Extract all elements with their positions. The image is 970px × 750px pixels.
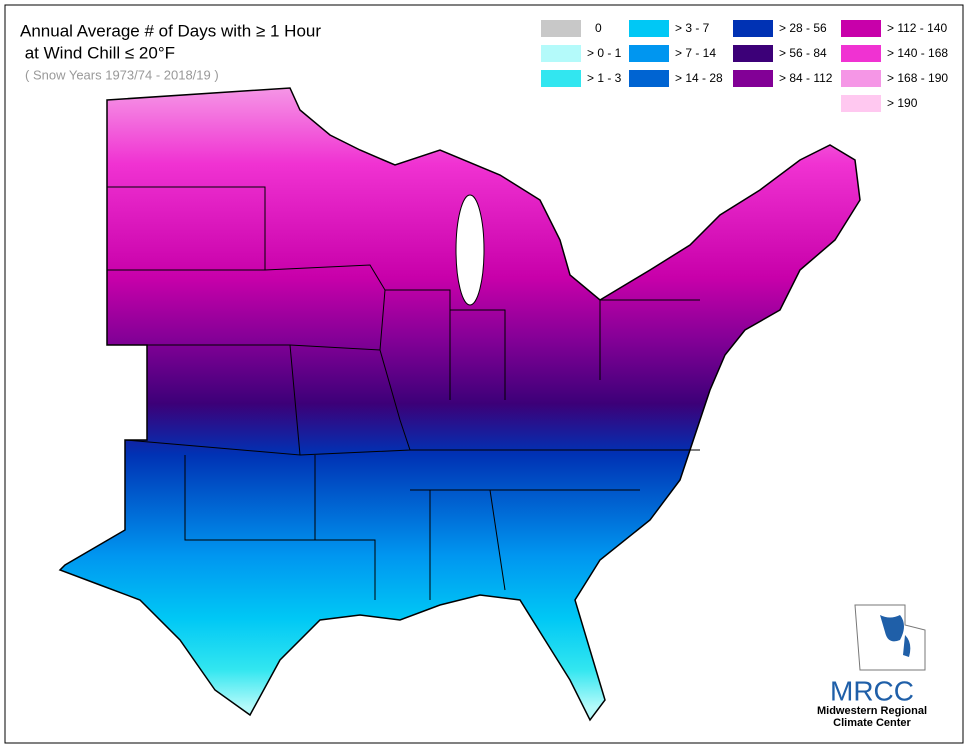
legend-swatch — [541, 20, 581, 37]
legend-label: > 0 - 1 — [587, 46, 622, 60]
legend-swatch — [841, 45, 881, 62]
legend-swatch — [541, 70, 581, 87]
legend-label: > 168 - 190 — [887, 71, 948, 85]
legend-label: > 112 - 140 — [887, 21, 947, 35]
legend-swatch — [841, 95, 881, 112]
legend-swatch — [733, 20, 773, 37]
legend-swatch — [629, 70, 669, 87]
legend: 0 > 0 - 1 > 1 - 3 > 3 - 7 > 7 - 14 > 14 - 28 >… — [541, 20, 948, 112]
legend-swatch — [733, 70, 773, 87]
legend-label: 0 — [595, 21, 602, 35]
legend-label: > 84 - 112 — [779, 71, 833, 85]
legend-swatch — [841, 20, 881, 37]
legend-label: > 3 - 7 — [675, 21, 710, 35]
logo-text: Climate Center — [833, 717, 911, 729]
lake-michigan — [455, 194, 485, 306]
subtitle: ( Snow Years 1973/74 - 2018/19 ) — [25, 67, 219, 82]
legend-label: > 7 - 14 — [675, 46, 716, 60]
logo-acronym: MRCC — [830, 675, 914, 706]
map-region — [58, 87, 861, 722]
logo-text: Midwestern Regional — [817, 705, 927, 717]
title: at Wind Chill ≤ 20°F — [20, 43, 175, 62]
title: Annual Average # of Days with ≥ 1 Hour — [20, 21, 321, 40]
legend-swatch — [629, 20, 669, 37]
legend-swatch — [541, 45, 581, 62]
logo: MRCC Midwestern Regional Climate Center — [817, 604, 927, 729]
legend-label: > 14 - 28 — [675, 71, 723, 85]
legend-label: > 190 — [887, 96, 918, 110]
legend-label: > 140 - 168 — [887, 46, 948, 60]
legend-swatch — [733, 45, 773, 62]
legend-label: > 56 - 84 — [779, 46, 827, 60]
legend-label: > 28 - 56 — [779, 21, 827, 35]
legend-swatch — [841, 70, 881, 87]
legend-swatch — [629, 45, 669, 62]
legend-label: > 1 - 3 — [587, 71, 622, 85]
state-lines — [107, 186, 700, 600]
